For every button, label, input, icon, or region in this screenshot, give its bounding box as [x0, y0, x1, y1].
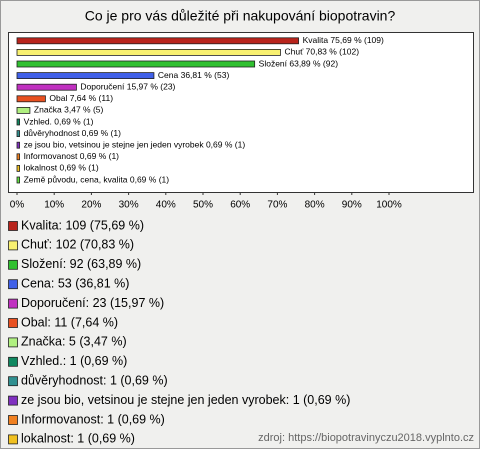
legend-swatch	[8, 395, 18, 406]
legend-swatch	[8, 279, 18, 290]
x-tick-label: 100%	[376, 200, 402, 211]
legend-label: Kvalita: 109 (75,69 %)	[21, 218, 144, 232]
legend-swatch	[8, 259, 18, 270]
x-tick-label: 30%	[119, 200, 139, 211]
value-label: lokalnost 0,69 % (1)	[24, 163, 99, 173]
x-tick-label: 90%	[342, 200, 362, 211]
legend-swatch	[8, 240, 18, 251]
legend-label: Značka: 5 (3,47 %)	[21, 335, 127, 349]
legend-label: Cena: 53 (36,81 %)	[21, 276, 129, 290]
bar	[16, 153, 20, 161]
value-label: Země původu, cena, kvalita 0,69 % (1)	[24, 174, 170, 184]
legend-label: lokalnost: 1 (0,69 %)	[21, 432, 135, 446]
bar	[16, 49, 281, 56]
bar	[16, 130, 20, 138]
value-label: Chuť 70,83 % (102)	[284, 47, 359, 57]
value-label: ze jsou bio, vetsinou je stejne jen jede…	[24, 139, 246, 149]
legend-swatch	[8, 337, 18, 348]
bar	[16, 118, 20, 126]
legend-label: důvěryhodnost: 1 (0,69 %)	[21, 373, 168, 387]
legend-swatch	[8, 298, 18, 309]
x-tick-label: 70%	[267, 200, 287, 211]
bar	[16, 83, 77, 91]
legend-label: Chuť: 102 (70,83 %)	[21, 238, 134, 252]
value-label: Značka 3,47 % (5)	[34, 105, 104, 115]
value-label: Kvalita 75,69 % (109)	[303, 35, 384, 45]
legend-label: Vzhled.: 1 (0,69 %)	[21, 354, 127, 368]
value-label: důvěryhodnost 0,69 % (1)	[24, 128, 122, 138]
legend-label: Informovanost: 1 (0,69 %)	[21, 412, 165, 426]
bar	[16, 164, 20, 172]
legend-swatch	[8, 434, 18, 445]
value-label: Složení 63,89 % (92)	[259, 58, 339, 68]
legend-label: Obal: 11 (7,64 %)	[21, 315, 118, 329]
bar	[16, 176, 20, 184]
x-tick-label: 40%	[156, 200, 176, 211]
chart-title: Co je pro vás důležité při nakupování bi…	[85, 8, 396, 24]
bar	[16, 60, 256, 68]
legend-swatch	[8, 221, 18, 231]
x-tick-label: 20%	[81, 200, 101, 211]
value-label: Informovanost 0,69 % (1)	[24, 151, 120, 161]
value-label: Obal 7,64 % (11)	[49, 93, 113, 103]
legend-swatch	[8, 356, 18, 367]
legend-swatch	[8, 415, 18, 425]
plot-area	[8, 32, 474, 193]
legend-label: Doporučení: 23 (15,97 %)	[21, 296, 164, 310]
bar	[16, 141, 20, 149]
bar	[16, 95, 46, 103]
source: zdroj: https://biopotravinyczu2018.vypln…	[258, 432, 474, 444]
legend-swatch	[8, 376, 18, 387]
value-label: Cena 36,81 % (53)	[158, 70, 230, 80]
legend-swatch	[8, 318, 18, 328]
value-label: Doporučení 15,97 % (23)	[80, 81, 175, 91]
x-tick-label: 0%	[10, 200, 25, 211]
legend-label: ze jsou bio, vetsinou je stejne jen jede…	[21, 393, 350, 407]
value-label: Vzhled. 0,69 % (1)	[24, 116, 94, 126]
bar	[16, 37, 299, 45]
x-tick-label: 80%	[305, 200, 325, 211]
legend-label: Složení: 92 (63,89 %)	[21, 257, 141, 271]
x-tick-label: 60%	[230, 200, 250, 211]
x-tick-label: 50%	[193, 200, 213, 211]
bar	[16, 72, 155, 79]
bar	[16, 107, 31, 114]
x-tick-label: 10%	[44, 200, 64, 211]
